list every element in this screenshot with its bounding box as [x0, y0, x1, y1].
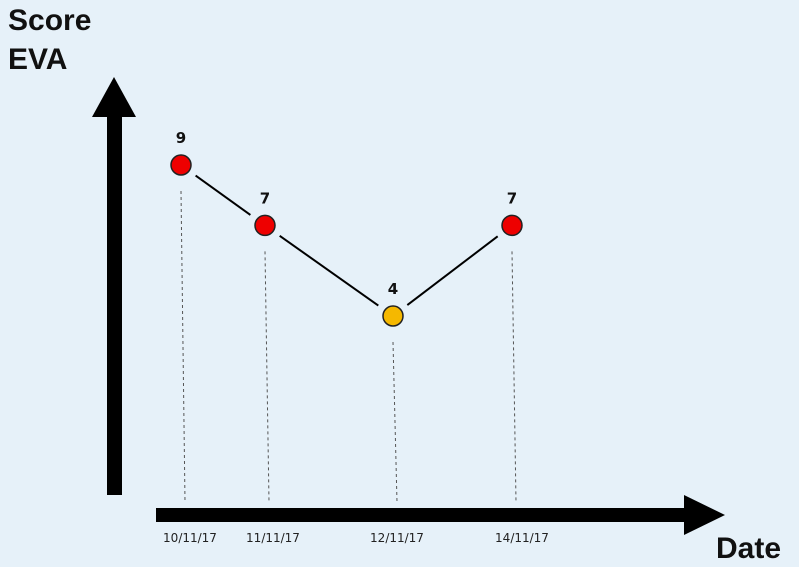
- data-label: 7: [260, 189, 270, 207]
- guide-line: [392, 341, 398, 503]
- data-label: 9: [176, 129, 186, 147]
- data-label: 4: [388, 280, 398, 298]
- x-tick-label: 14/11/17: [495, 531, 549, 545]
- guide-line: [180, 190, 186, 503]
- data-point: [254, 214, 276, 237]
- y-axis-label-line-1: Score: [8, 4, 92, 37]
- x-axis-arrowhead: [684, 495, 725, 535]
- guide-line: [511, 251, 517, 503]
- data-point: [170, 154, 192, 176]
- series-line-segment: [195, 174, 251, 216]
- series-line-segment: [279, 234, 379, 307]
- x-axis-label: Date: [716, 532, 782, 565]
- data-point: [501, 214, 523, 237]
- guide-line: [264, 251, 270, 503]
- x-tick-label: 10/11/17: [163, 531, 217, 545]
- x-tick-label: 11/11/17: [246, 531, 300, 545]
- data-point: [382, 305, 404, 327]
- y-axis-label-line-2: EVA: [8, 43, 68, 76]
- x-axis-shaft: [156, 508, 686, 522]
- data-label: 7: [507, 189, 517, 207]
- y-axis-shaft: [107, 115, 122, 495]
- series-line-segment: [406, 235, 499, 306]
- y-axis-arrowhead: [92, 77, 136, 117]
- x-tick-label: 12/11/17: [370, 531, 424, 545]
